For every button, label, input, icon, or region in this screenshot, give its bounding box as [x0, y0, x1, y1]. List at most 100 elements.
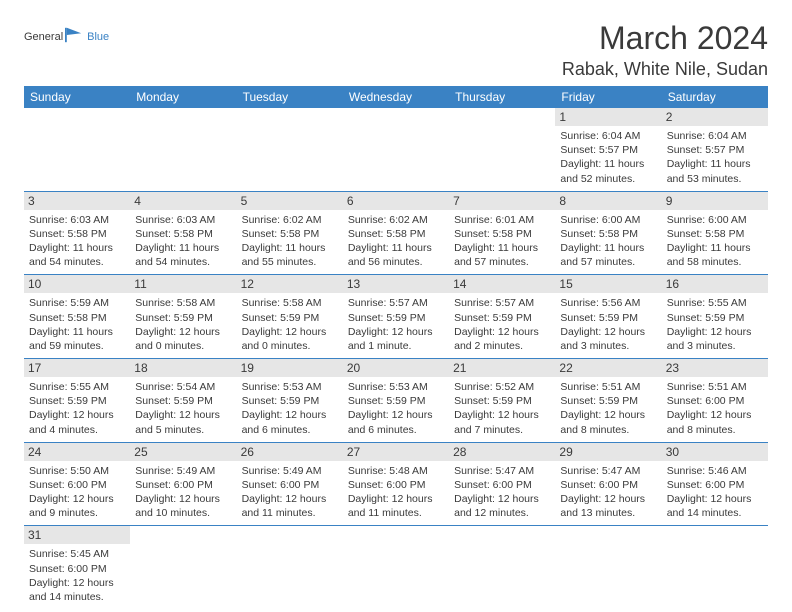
calendar-cell: 22Sunrise: 5:51 AMSunset: 5:59 PMDayligh…: [555, 359, 661, 443]
calendar-row: 24Sunrise: 5:50 AMSunset: 6:00 PMDayligh…: [24, 442, 768, 526]
calendar-cell: 8 Sunrise: 6:00 AMSunset: 5:58 PMDaylight…: [555, 191, 661, 275]
day-info: Sunrise: 6:02 AMSunset: 5:58 PMDaylight:…: [242, 213, 338, 270]
day-number: 4: [130, 192, 236, 210]
location: Rabak, White Nile, Sudan: [562, 59, 768, 80]
day-info: Sunrise: 5:59 AMSunset: 5:58 PMDaylight:…: [29, 296, 125, 353]
calendar-cell: [130, 108, 236, 191]
calendar-cell: 11 Sunrise: 5:58 AMSunset: 5:59 PMDayligh…: [130, 275, 236, 359]
calendar-cell: 21Sunrise: 5:52 AMSunset: 5:59 PMDayligh…: [449, 359, 555, 443]
calendar-cell: 3 Sunrise: 6:03 AMSunset: 5:58 PMDaylight…: [24, 191, 130, 275]
calendar-row: 1 Sunrise: 6:04 AMSunset: 5:57 PMDaylight…: [24, 108, 768, 191]
calendar-cell: [237, 108, 343, 191]
day-number: 23: [662, 359, 768, 377]
calendar-cell: 13Sunrise: 5:57 AMSunset: 5:59 PMDayligh…: [343, 275, 449, 359]
day-info: Sunrise: 5:58 AMSunset: 5:59 PMDaylight:…: [242, 296, 338, 353]
calendar-cell: 20Sunrise: 5:53 AMSunset: 5:59 PMDayligh…: [343, 359, 449, 443]
day-number: 26: [237, 443, 343, 461]
day-number: 17: [24, 359, 130, 377]
day-number: 2: [662, 108, 768, 126]
weekday-header: Thursday: [449, 86, 555, 108]
day-info: Sunrise: 6:04 AMSunset: 5:57 PMDaylight:…: [667, 129, 763, 186]
weekday-header: Saturday: [662, 86, 768, 108]
calendar-cell: 2 Sunrise: 6:04 AMSunset: 5:57 PMDaylight…: [662, 108, 768, 191]
calendar-cell: 24Sunrise: 5:50 AMSunset: 6:00 PMDayligh…: [24, 442, 130, 526]
logo-text-general: General: [24, 31, 63, 43]
day-info: Sunrise: 5:50 AMSunset: 6:00 PMDaylight:…: [29, 464, 125, 521]
day-number: 28: [449, 443, 555, 461]
calendar-cell: 19 Sunrise: 5:53 AMSunset: 5:59 PMDayligh…: [237, 359, 343, 443]
day-number: 11: [130, 275, 236, 293]
calendar-cell: [237, 526, 343, 609]
day-info: Sunrise: 5:56 AMSunset: 5:59 PMDaylight:…: [560, 296, 656, 353]
calendar-row: 31 Sunrise: 5:45 AMSunset: 6:00 PMDayligh…: [24, 526, 768, 609]
day-info: Sunrise: 6:03 AMSunset: 5:58 PMDaylight:…: [29, 213, 125, 270]
day-info: Sunrise: 5:45 AMSunset: 6:00 PMDaylight:…: [29, 547, 125, 604]
calendar-cell: 15 Sunrise: 5:56 AMSunset: 5:59 PMDayligh…: [555, 275, 661, 359]
day-number: 10: [24, 275, 130, 293]
day-info: Sunrise: 6:00 AMSunset: 5:58 PMDaylight:…: [560, 213, 656, 270]
calendar-cell: 30Sunrise: 5:46 AMSunset: 6:00 PMDayligh…: [662, 442, 768, 526]
day-number: 14: [449, 275, 555, 293]
day-number: 7: [449, 192, 555, 210]
calendar-cell: 16 Sunrise: 5:55 AMSunset: 5:59 PMDayligh…: [662, 275, 768, 359]
weekday-header: Monday: [130, 86, 236, 108]
day-number: 25: [130, 443, 236, 461]
calendar-cell: 12 Sunrise: 5:58 AMSunset: 5:59 PMDayligh…: [237, 275, 343, 359]
day-info: Sunrise: 5:49 AMSunset: 6:00 PMDaylight:…: [242, 464, 338, 521]
day-number: 3: [24, 192, 130, 210]
calendar-cell: 27 Sunrise: 5:48 AMSunset: 6:00 PMDayligh…: [343, 442, 449, 526]
day-number: 6: [343, 192, 449, 210]
day-info: Sunrise: 5:55 AMSunset: 5:59 PMDaylight:…: [667, 296, 763, 353]
day-info: Sunrise: 5:53 AMSunset: 5:59 PMDaylight:…: [242, 380, 338, 437]
weekday-header: Friday: [555, 86, 661, 108]
day-number: 15: [555, 275, 661, 293]
day-number: 13: [343, 275, 449, 293]
day-number: 16: [662, 275, 768, 293]
day-info: Sunrise: 5:58 AMSunset: 5:59 PMDaylight:…: [135, 296, 231, 353]
calendar-table: Sunday Monday Tuesday Wednesday Thursday…: [24, 86, 768, 609]
calendar-row: 10 Sunrise: 5:59 AMSunset: 5:58 PMDayligh…: [24, 275, 768, 359]
calendar-cell: [555, 526, 661, 609]
weekday-header-row: Sunday Monday Tuesday Wednesday Thursday…: [24, 86, 768, 108]
logo-text-blue: Blue: [87, 31, 109, 43]
day-info: Sunrise: 6:03 AMSunset: 5:58 PMDaylight:…: [135, 213, 231, 270]
calendar-row: 3 Sunrise: 6:03 AMSunset: 5:58 PMDaylight…: [24, 191, 768, 275]
calendar-cell: 1Sunrise: 6:04 AMSunset: 5:57 PMDaylight…: [555, 108, 661, 191]
calendar-cell: 29Sunrise: 5:47 AMSunset: 6:00 PMDayligh…: [555, 442, 661, 526]
logo-flag-icon: [63, 26, 85, 44]
day-number: 27: [343, 443, 449, 461]
day-number: 1: [555, 108, 661, 126]
day-info: Sunrise: 6:00 AMSunset: 5:58 PMDaylight:…: [667, 213, 763, 270]
calendar-cell: 18Sunrise: 5:54 AMSunset: 5:59 PMDayligh…: [130, 359, 236, 443]
day-info: Sunrise: 5:53 AMSunset: 5:59 PMDaylight:…: [348, 380, 444, 437]
day-number: 8: [555, 192, 661, 210]
day-number: 19: [237, 359, 343, 377]
day-info: Sunrise: 5:46 AMSunset: 6:00 PMDaylight:…: [667, 464, 763, 521]
day-number: 5: [237, 192, 343, 210]
weekday-header: Sunday: [24, 86, 130, 108]
calendar-cell: [130, 526, 236, 609]
weekday-header: Tuesday: [237, 86, 343, 108]
day-number: 9: [662, 192, 768, 210]
weekday-header: Wednesday: [343, 86, 449, 108]
calendar-cell: 5 Sunrise: 6:02 AMSunset: 5:58 PMDaylight…: [237, 191, 343, 275]
day-info: Sunrise: 5:49 AMSunset: 6:00 PMDaylight:…: [135, 464, 231, 521]
calendar-cell: 28 Sunrise: 5:47 AMSunset: 6:00 PMDayligh…: [449, 442, 555, 526]
calendar-cell: [343, 108, 449, 191]
calendar-cell: 4 Sunrise: 6:03 AMSunset: 5:58 PMDaylight…: [130, 191, 236, 275]
day-info: Sunrise: 6:02 AMSunset: 5:58 PMDaylight:…: [348, 213, 444, 270]
calendar-cell: 14Sunrise: 5:57 AMSunset: 5:59 PMDayligh…: [449, 275, 555, 359]
logo: General Blue: [24, 30, 109, 44]
title-block: March 2024 Rabak, White Nile, Sudan: [562, 20, 768, 80]
day-info: Sunrise: 5:51 AMSunset: 5:59 PMDaylight:…: [560, 380, 656, 437]
day-number: 12: [237, 275, 343, 293]
calendar-cell: 26 Sunrise: 5:49 AMSunset: 6:00 PMDayligh…: [237, 442, 343, 526]
header: General Blue March 2024 Rabak, White Nil…: [24, 20, 768, 80]
day-info: Sunrise: 5:55 AMSunset: 5:59 PMDaylight:…: [29, 380, 125, 437]
day-info: Sunrise: 5:48 AMSunset: 6:00 PMDaylight:…: [348, 464, 444, 521]
calendar-cell: [449, 108, 555, 191]
calendar-cell: [343, 526, 449, 609]
calendar-cell: 23Sunrise: 5:51 AMSunset: 6:00 PMDayligh…: [662, 359, 768, 443]
day-number: 31: [24, 526, 130, 544]
day-info: Sunrise: 5:47 AMSunset: 6:00 PMDaylight:…: [454, 464, 550, 521]
